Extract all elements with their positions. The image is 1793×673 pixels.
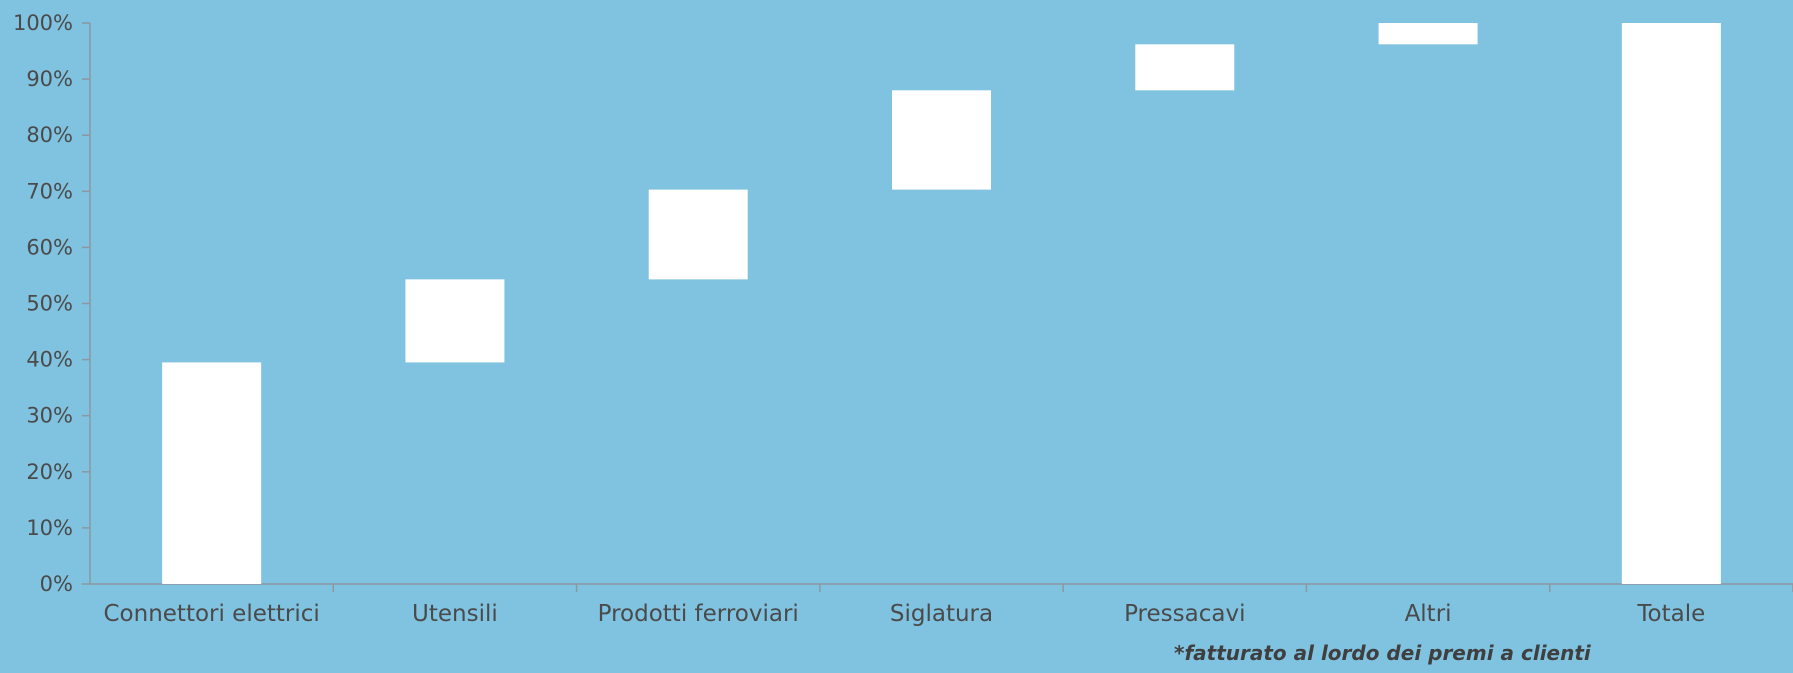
y-tick-label: 70% — [26, 179, 73, 203]
bar-totale — [1621, 23, 1721, 584]
y-tick-label: 30% — [26, 404, 73, 428]
x-category-label: Connettori elettrici — [103, 601, 319, 627]
y-axis: 0% 10% 20% 30% 40% 50% 60% 70% 80% 90% 100% — [13, 11, 91, 596]
bars — [162, 23, 1721, 584]
bar-pressacavi — [1135, 44, 1235, 91]
y-tick-label: 90% — [26, 67, 73, 91]
x-category-label: Siglatura — [890, 601, 993, 627]
y-tick-label: 100% — [13, 11, 73, 35]
x-axis: Connettori elettrici Utensili Prodotti fer… — [90, 583, 1793, 627]
bar-utensili — [405, 279, 505, 363]
y-tick-label: 20% — [26, 460, 73, 484]
x-category-label: Utensili — [412, 601, 498, 627]
y-tick-label: 0% — [40, 572, 73, 596]
bar-prodotti-ferroviari — [648, 189, 748, 280]
y-tick-label: 80% — [26, 123, 73, 147]
x-category-label: Pressacavi — [1124, 601, 1245, 627]
footnote: *fatturato al lordo dei premi a clienti — [1174, 641, 1591, 665]
y-tick-label: 40% — [26, 348, 73, 372]
bar-connettori-elettrici — [162, 362, 262, 584]
bar-altri — [1378, 23, 1478, 45]
x-category-label: Altri — [1405, 601, 1452, 627]
bar-siglatura — [892, 90, 991, 190]
y-tick-label: 10% — [26, 516, 73, 540]
x-category-label: Totale — [1636, 601, 1705, 627]
x-category-label: Prodotti ferroviari — [598, 601, 799, 627]
y-tick-label: 50% — [26, 292, 73, 316]
y-tick-label: 60% — [26, 235, 73, 259]
